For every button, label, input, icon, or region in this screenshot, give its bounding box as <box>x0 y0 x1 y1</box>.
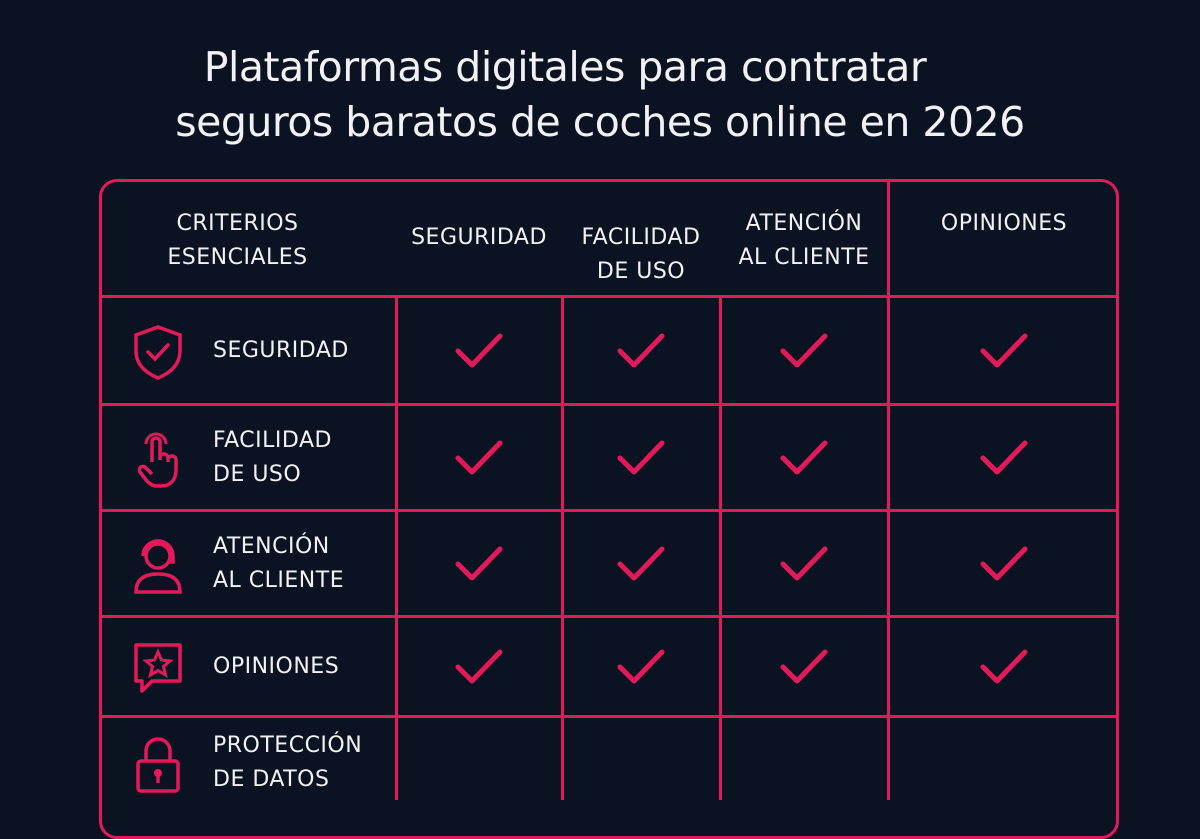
divider <box>561 296 564 800</box>
header-text: FACILIDAD <box>581 225 701 250</box>
check-icon <box>779 544 829 584</box>
check-icon <box>979 438 1029 478</box>
row-label-text: OPINIONES <box>213 653 340 679</box>
row-label-text: PROTECCIÓN <box>213 733 363 758</box>
divider <box>99 509 1119 512</box>
divider <box>99 403 1119 406</box>
header-facilidad: FACILIDAD DE USO <box>563 221 719 289</box>
header-opiniones: OPINIONES <box>889 207 1119 241</box>
header-text: ESENCIALES <box>167 245 308 270</box>
row-label: SEGURIDAD <box>213 334 349 368</box>
header-criteria: CRITERIOS ESENCIALES <box>100 207 375 275</box>
row-label: OPINIONES <box>213 650 339 684</box>
row-label-text: ATENCIÓN <box>213 533 330 559</box>
divider <box>395 296 398 800</box>
row-label-text: FACILIDAD <box>213 427 332 453</box>
title-line-1: Plataformas digitales para contratar <box>203 43 927 91</box>
check-icon <box>779 647 829 687</box>
header-text: SEGURIDAD <box>411 225 547 250</box>
title-line-2: seguros baratos de coches online en 2026 <box>175 98 1025 146</box>
header-text: DE USO <box>596 259 686 284</box>
check-icon <box>616 647 666 687</box>
row-label-text: AL CLIENTE <box>213 567 345 593</box>
check-icon <box>454 647 504 687</box>
divider <box>99 715 1119 718</box>
header-atencion: ATENCIÓN AL CLIENTE <box>721 207 887 275</box>
check-icon <box>979 331 1029 371</box>
divider <box>99 295 1119 298</box>
check-icon <box>979 544 1029 584</box>
divider <box>99 615 1119 618</box>
star-speech-bubble-icon <box>128 637 188 697</box>
row-label-text: DE USO <box>213 461 302 487</box>
row-label: FACILIDAD DE USO <box>213 424 332 492</box>
header-text: ATENCIÓN <box>745 211 863 236</box>
headset-agent-icon <box>128 534 188 594</box>
divider <box>887 180 890 800</box>
check-icon <box>779 331 829 371</box>
check-icon <box>454 544 504 584</box>
row-label: ATENCIÓN AL CLIENTE <box>213 530 344 598</box>
row-label: PROTECCIÓN DE DATOS <box>213 729 362 797</box>
page-title: Plataformas digitales para contratar seg… <box>0 40 1200 150</box>
check-icon <box>616 438 666 478</box>
header-text: OPINIONES <box>940 211 1068 236</box>
check-icon <box>779 438 829 478</box>
check-icon <box>616 331 666 371</box>
check-icon <box>616 544 666 584</box>
header-text: CRITERIOS <box>176 211 299 236</box>
check-icon <box>454 438 504 478</box>
padlock-icon <box>128 733 188 793</box>
shield-check-icon <box>128 321 188 381</box>
check-icon <box>454 331 504 371</box>
header-text: AL CLIENTE <box>738 245 870 270</box>
check-icon <box>979 647 1029 687</box>
row-label-text: SEGURIDAD <box>213 337 349 363</box>
pointer-hand-icon <box>128 428 188 488</box>
header-seguridad: SEGURIDAD <box>397 221 561 255</box>
divider <box>719 296 722 800</box>
row-label-text: DE DATOS <box>213 767 330 792</box>
